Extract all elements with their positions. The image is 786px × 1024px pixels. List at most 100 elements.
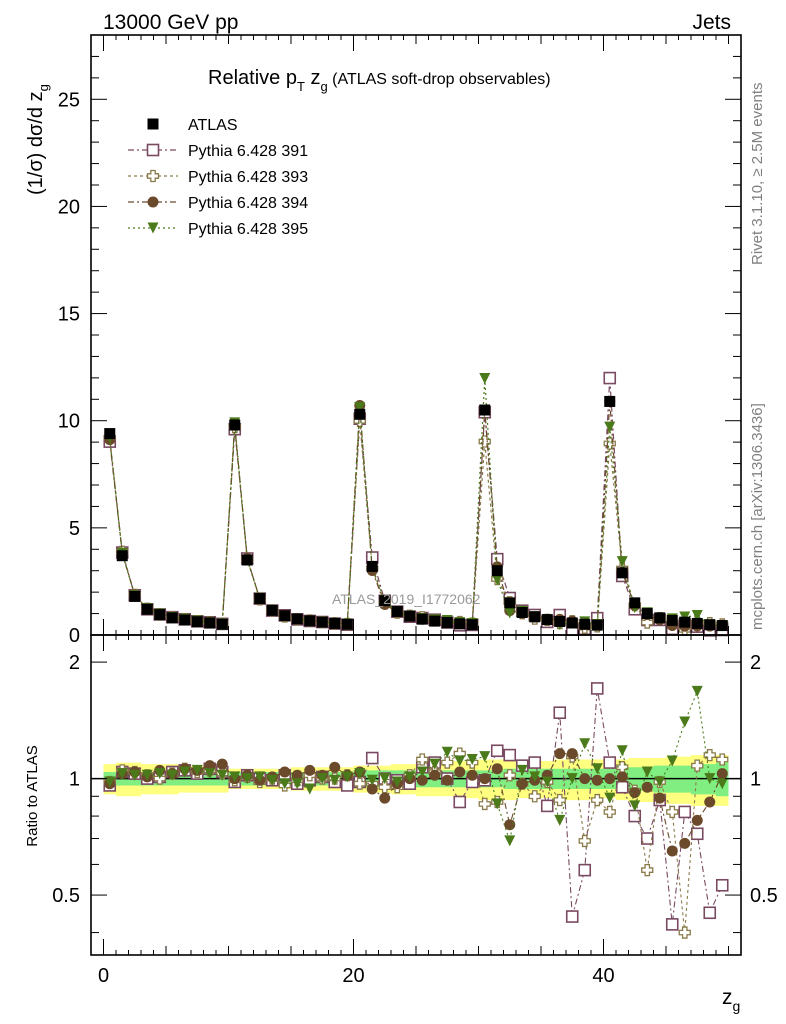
data-point — [441, 617, 453, 629]
data-point — [354, 402, 366, 414]
ratio-point — [604, 773, 616, 785]
data-point — [679, 616, 691, 628]
ratio-point — [716, 778, 728, 790]
ratio-point — [129, 769, 141, 781]
y-tick-label: 10 — [58, 411, 80, 433]
ratio-point — [378, 781, 391, 794]
data-point — [404, 610, 416, 622]
data-point — [129, 590, 141, 602]
data-point — [354, 408, 366, 420]
ratio-point — [353, 777, 366, 790]
data-point — [379, 595, 391, 607]
ratio-point — [641, 781, 653, 793]
ratio-point — [454, 766, 466, 778]
data-point — [154, 609, 166, 621]
ratio-y-tick-label: 0.5 — [52, 885, 80, 907]
ratio-y-tick-label-right: 1 — [750, 769, 761, 791]
ratio-point — [429, 769, 441, 781]
ratio-point — [179, 766, 191, 778]
ratio-point — [616, 771, 628, 783]
x-tick-label: 0 — [98, 965, 109, 987]
data-point — [229, 419, 241, 431]
legend: ATLAS Pythia 6.428 391 Pythia 6.428 393 Pyt… — [128, 117, 308, 238]
ratio-plot: 0 20 40 0.5 0.5 1 1 2 2 — [52, 634, 778, 987]
ratio-point — [166, 769, 178, 781]
ratio-point — [579, 773, 591, 785]
ratio-point — [565, 910, 579, 923]
energy-label: 13000 GeV pp — [103, 11, 238, 34]
ratio-point — [329, 774, 341, 786]
ratio-point — [516, 778, 528, 790]
ratio-point — [478, 797, 491, 811]
data-point — [516, 607, 528, 618]
ratio-point — [554, 748, 566, 760]
ratio-point — [254, 771, 266, 783]
ratio-point — [291, 778, 303, 790]
ratio-point — [703, 748, 716, 762]
plot-title: Relative pT zg (ATLAS soft-drop observab… — [208, 67, 551, 94]
data-point — [541, 614, 553, 626]
ratio-point — [366, 774, 378, 786]
ratio-point — [690, 827, 704, 841]
ratio-point — [453, 795, 467, 809]
ratio-point — [591, 763, 603, 775]
ratio-point — [591, 793, 604, 807]
ratio-point — [629, 800, 641, 812]
ratio-point — [603, 805, 616, 819]
ratio-point — [528, 790, 541, 803]
ratio-point — [715, 878, 729, 892]
data-point — [454, 618, 466, 630]
data-point — [603, 371, 617, 385]
ratio-point — [304, 764, 316, 776]
ratio-point — [629, 787, 641, 799]
ratio-point — [716, 768, 728, 780]
ratio-point — [666, 805, 679, 819]
ylabel-main-text: (1/σ) dσ/d z — [25, 91, 47, 195]
ratio-point — [279, 766, 291, 778]
data-point — [166, 612, 178, 624]
data-point — [479, 404, 491, 416]
y-tick-label: 0 — [69, 625, 80, 647]
ratio-point — [566, 773, 578, 785]
data-point — [704, 619, 716, 631]
data-point — [504, 607, 516, 619]
data-point — [616, 567, 628, 579]
y-tick-label: 25 — [58, 89, 80, 111]
legend-label: ATLAS — [188, 117, 238, 134]
data-point — [591, 619, 603, 631]
series-atlas — [104, 395, 728, 632]
ratio-point — [316, 773, 328, 785]
series-line — [109, 378, 723, 627]
data-point — [254, 593, 266, 605]
ylabel-main: (1/σ) dσ/d zg — [25, 84, 51, 195]
data-point — [691, 617, 703, 629]
data-point — [504, 597, 516, 609]
data-point — [316, 616, 328, 628]
y-tick-label: 5 — [69, 518, 80, 540]
ratio-point — [429, 758, 441, 770]
data-point — [466, 619, 478, 631]
ratio-point — [504, 819, 516, 831]
data-point — [529, 611, 541, 623]
data-point — [204, 617, 216, 629]
data-point — [429, 615, 441, 627]
ratio-point — [691, 814, 703, 826]
ratio-point — [416, 774, 428, 786]
ratio-point — [579, 738, 591, 750]
ratio-point — [716, 753, 729, 766]
ylabel-main-sub: g — [36, 84, 51, 91]
data-point — [416, 613, 428, 625]
ratio-point — [454, 755, 466, 767]
ratio-point — [666, 845, 678, 857]
legend-marker — [147, 222, 159, 234]
data-point — [116, 550, 128, 562]
ratio-point — [279, 778, 291, 790]
ratio-point — [528, 756, 542, 769]
ratio-point — [491, 763, 503, 775]
ratio-point — [541, 776, 553, 788]
ratio-point — [504, 835, 516, 847]
ratio-point — [578, 863, 592, 877]
ratio-point — [241, 773, 253, 785]
ratio-point — [154, 768, 166, 780]
legend-item: Pythia 6.428 391 — [128, 143, 308, 160]
